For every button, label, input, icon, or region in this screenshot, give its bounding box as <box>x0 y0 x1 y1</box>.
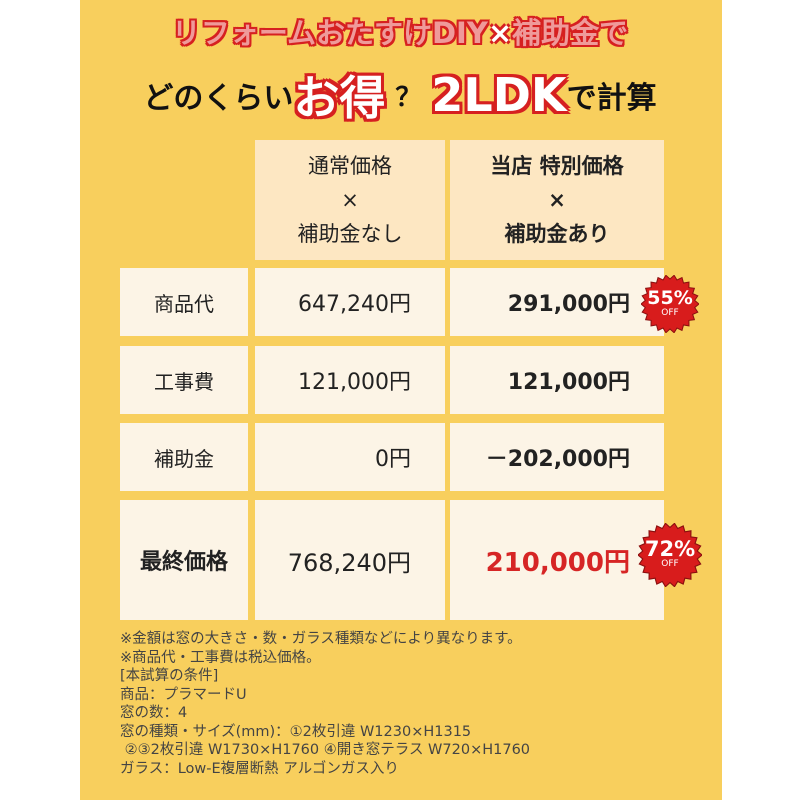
header-text: 通常価格 <box>308 154 392 178</box>
title-savings: お得 <box>293 71 386 125</box>
title-line-2: どのくらいお得 ？ 2LDKで計算 <box>0 62 800 128</box>
special-value: 291,000円 <box>450 268 664 336</box>
note-line: 商品：プラマードU <box>120 686 247 703</box>
special-value: －202,000円 <box>450 423 664 491</box>
normal-value: 0円 <box>255 423 445 491</box>
header-text: × <box>548 188 566 212</box>
note-line: 窓の数：4 <box>120 705 188 721</box>
row-label-final: 最終価格 <box>120 500 248 620</box>
header-text: 補助金あり <box>504 222 610 246</box>
note-line: 窓の種類・サイズ(mm)：①2枚引違 W1230×H1315 <box>120 723 472 740</box>
badge-off: OFF <box>661 308 679 318</box>
header-text: 補助金なし <box>297 222 403 246</box>
special-final-value: 210,000円 <box>450 500 664 620</box>
title-2ldk: 2LDK <box>431 68 567 122</box>
starburst-icon <box>641 275 699 333</box>
header-special-price: 当店 特別価格 × 補助金あり <box>450 140 664 260</box>
notes: ※金額は窓の大きさ・数・ガラス種類などにより異なります。 ※商品代・工事費は税込価… <box>120 630 530 778</box>
badge-percent: 55% <box>647 287 693 309</box>
title-question: ？ <box>395 82 422 113</box>
normal-value: 121,000円 <box>255 346 445 414</box>
note-line: [本試算の条件] <box>120 668 219 684</box>
badge-off: OFF <box>661 559 679 569</box>
note-line: ※商品代・工事費は税込価格。 <box>120 649 321 666</box>
title-line-1: リフォームおたすけDIY×補助金で <box>0 10 800 52</box>
header-text: × <box>341 188 359 212</box>
title-how-much: どのくらい <box>143 81 294 116</box>
normal-final-value: 768,240円 <box>255 500 445 620</box>
row-label: 補助金 <box>120 423 248 491</box>
title-calc: で計算 <box>566 81 657 116</box>
title-subsidy: 補助金で <box>512 16 629 50</box>
title-brand: リフォームおたすけDIY <box>171 16 488 50</box>
discount-badge-72: 72% OFF <box>638 523 702 587</box>
badge-percent: 72% <box>644 537 696 561</box>
header-text: 当店 特別価格 <box>490 154 624 178</box>
note-line: ガラス：Low-E複層断熱 アルゴンガス入り <box>120 760 399 777</box>
note-line: ※金額は窓の大きさ・数・ガラス種類などにより異なります。 <box>120 631 522 647</box>
header-normal-price: 通常価格 × 補助金なし <box>255 140 445 260</box>
row-label: 工事費 <box>120 346 248 414</box>
starburst-icon <box>638 523 702 587</box>
discount-badge-55: 55% OFF <box>641 275 699 333</box>
normal-value: 647,240円 <box>255 268 445 336</box>
title-times: × <box>487 16 513 50</box>
special-value: 121,000円 <box>450 346 664 414</box>
row-label: 商品代 <box>120 268 248 336</box>
note-line: ②③2枚引違 W1730×H1760 ④開き窓テラス W720×H1760 <box>120 742 531 758</box>
